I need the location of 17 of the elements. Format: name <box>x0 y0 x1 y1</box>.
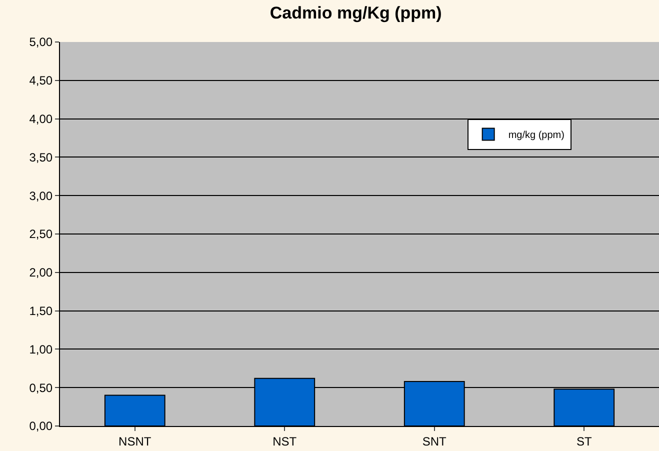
x-tick-label: NSNT <box>118 434 152 448</box>
y-tick-label: 4,00 <box>29 112 53 126</box>
x-tick-label: NST <box>272 434 298 448</box>
y-tick-label: 1,50 <box>29 304 53 318</box>
y-tick-label: 5,00 <box>29 35 53 50</box>
y-tick-label: 1,00 <box>29 342 53 356</box>
legend-label: mg/kg (ppm) <box>508 130 564 142</box>
y-tick-label: 0,00 <box>29 419 53 434</box>
y-tick-label: 4,50 <box>29 74 53 88</box>
y-tick-label: 2,50 <box>29 227 53 242</box>
x-tick-label: SNT <box>422 434 448 448</box>
y-tick-label: 0,50 <box>29 380 53 395</box>
x-tick-label: ST <box>576 434 592 448</box>
y-tick-label: 2,00 <box>29 266 53 280</box>
chart-title: Cadmio mg/Kg (ppm) <box>270 4 442 23</box>
y-tick-label: 3,00 <box>29 188 53 203</box>
y-tick-label: 3,50 <box>29 150 53 164</box>
